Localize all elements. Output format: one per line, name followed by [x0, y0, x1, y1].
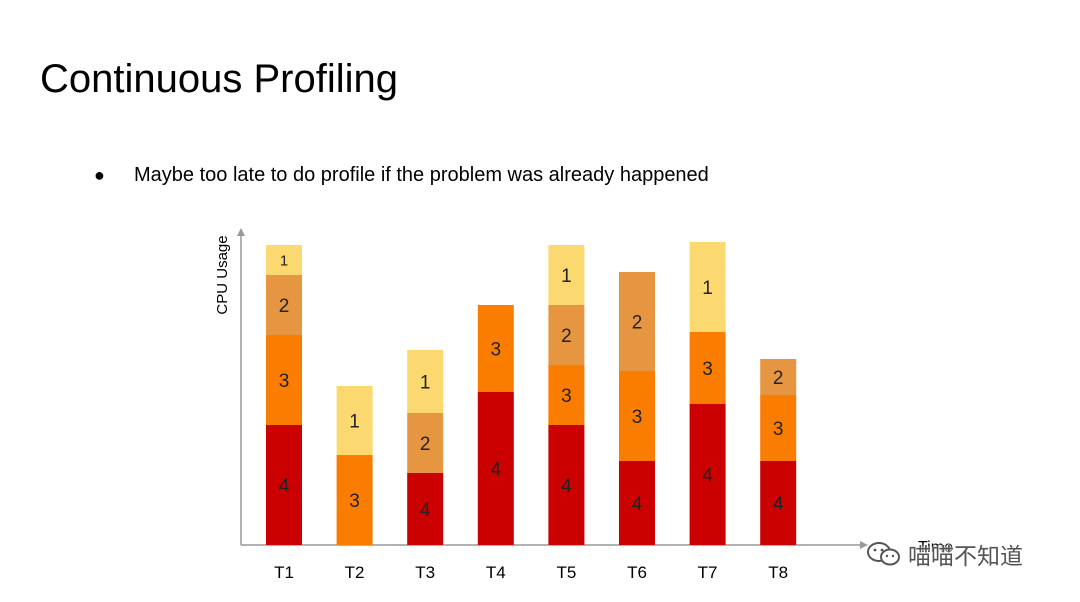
x-axis-label: Time	[918, 539, 953, 556]
bar-segment-label: 2	[420, 434, 431, 455]
bar-segment-label: 1	[561, 266, 572, 287]
bar-segment-label: 3	[349, 491, 360, 512]
bullet-text: Maybe too late to do profile if the prob…	[134, 163, 709, 186]
bar-segment-label: 4	[773, 494, 784, 515]
x-tick-label: T3	[415, 563, 435, 582]
bar-segment	[266, 335, 302, 425]
bar-segment	[407, 473, 444, 545]
watermark-text: 喵喵不知道	[908, 544, 1023, 570]
bar-segment-label: 4	[702, 465, 713, 486]
bullet-dot-icon: ●	[94, 164, 105, 185]
bar-segment-label: 2	[279, 296, 290, 317]
bar-segment-label: 4	[279, 476, 290, 497]
wechat-icon	[867, 542, 900, 566]
bar-segment-label: 3	[279, 371, 290, 392]
bar-segment-label: 3	[561, 386, 572, 407]
bar-segment	[760, 461, 797, 545]
bar-segment-label: 4	[491, 459, 502, 480]
bar-segment-label: 1	[420, 372, 431, 393]
bar-segment-label: 3	[491, 339, 502, 360]
bar-segment	[407, 413, 444, 473]
x-tick-label: T1	[274, 563, 294, 582]
bar-segment	[477, 305, 514, 392]
bar-segment	[619, 272, 655, 371]
bar-segment-label: 2	[561, 326, 572, 347]
bar-segment	[760, 395, 797, 461]
bar-segment	[689, 332, 726, 404]
bar-segment	[760, 359, 797, 395]
bar-segment-label: 2	[773, 368, 784, 389]
bar-segment-label: 4	[561, 476, 572, 497]
bar-segment-label: 3	[773, 419, 784, 440]
bar-segment	[477, 392, 514, 545]
bar-segment-label: 4	[632, 494, 643, 515]
watermark: 喵喵不知道	[866, 537, 1023, 571]
bar-segment	[689, 242, 726, 332]
bar-segment	[619, 371, 655, 461]
bar-segment	[548, 305, 585, 365]
bar-segment	[548, 245, 585, 305]
bar-segment	[266, 425, 302, 545]
y-axis-label: CPU Usage	[214, 235, 231, 314]
x-tick-label: T5	[556, 563, 576, 582]
bar-segment	[336, 386, 373, 455]
bar-segment-label: 1	[702, 278, 713, 299]
x-axis-arrow-icon	[860, 541, 868, 549]
x-tick-label: T2	[345, 563, 365, 582]
bar-segment-label: 1	[280, 252, 288, 269]
bar-segment-label: 3	[702, 359, 713, 380]
bar-segment	[266, 275, 302, 335]
bar-segment	[336, 455, 373, 545]
slide-title: Continuous Profiling	[40, 57, 398, 101]
bullet-item: ● Maybe too late to do profile if the pr…	[94, 162, 709, 188]
bar-segment	[689, 404, 726, 545]
bar-segment	[548, 365, 585, 425]
bar-segment-label: 1	[349, 411, 360, 432]
bar-segment-label: 3	[632, 407, 643, 428]
bar-segment	[619, 461, 655, 545]
bar-segment	[548, 425, 585, 545]
bar-segment	[407, 350, 444, 413]
bar-segment-label: 4	[420, 500, 431, 521]
y-axis-arrow-icon	[237, 228, 245, 236]
bar-segment-label: 2	[632, 312, 643, 333]
x-tick-label: T6	[627, 563, 647, 582]
x-tick-label: T7	[698, 563, 718, 582]
x-tick-label: T4	[486, 563, 506, 582]
x-tick-label: T8	[768, 563, 788, 582]
bar-segment	[266, 245, 302, 275]
